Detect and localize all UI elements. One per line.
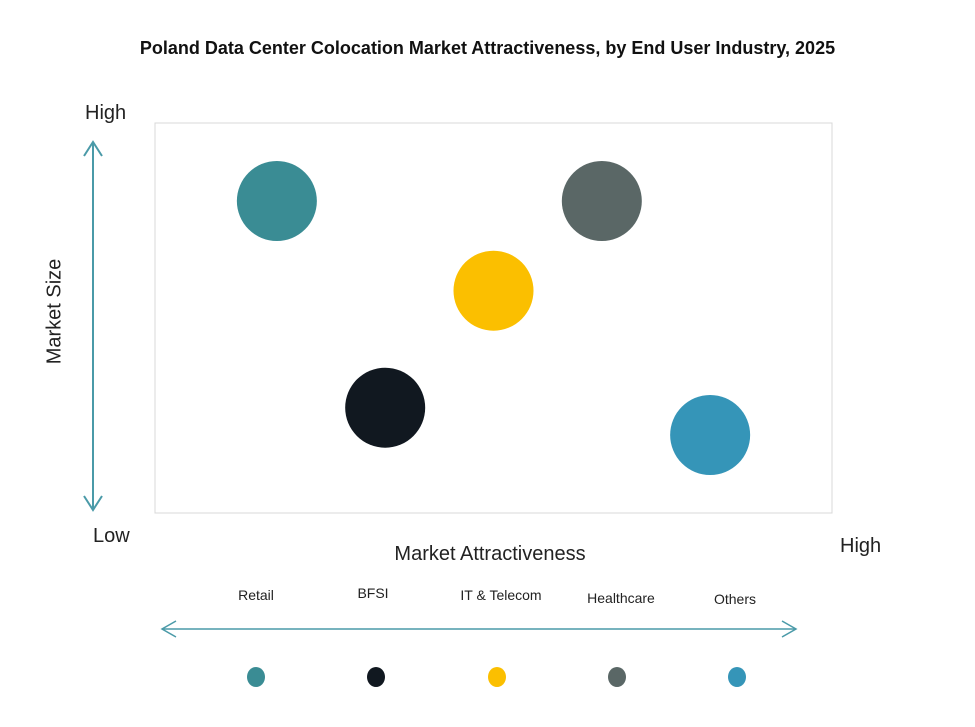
- legend-label-retail: Retail: [238, 587, 274, 603]
- bubble-healthcare: [561, 161, 642, 241]
- legend-dot-bfsi: [367, 667, 385, 687]
- bubble-others: [670, 395, 751, 475]
- x-high-label: High: [840, 535, 882, 557]
- legend-dot-healthcare: [608, 667, 626, 687]
- plot-area: [154, 122, 833, 514]
- x-axis-label: Market Attractiveness: [394, 543, 586, 565]
- legend-dot-it-telecom: [488, 667, 506, 687]
- legend-label-healthcare: Healthcare: [587, 590, 655, 606]
- x-low-label: Low: [93, 525, 130, 547]
- y-high-label: High: [85, 102, 127, 124]
- y-axis-arrow: [83, 140, 103, 512]
- chart-title: Poland Data Center Colocation Market Att…: [139, 38, 836, 58]
- legend-dot-others: [728, 667, 746, 687]
- bubble-it-telecom: [453, 250, 534, 331]
- legend-label-bfsi: BFSI: [357, 585, 389, 601]
- legend-label-others: Others: [713, 591, 756, 607]
- legend-arrow: [160, 620, 798, 638]
- legend-dot-retail: [247, 667, 265, 687]
- bubble-retail: [236, 161, 317, 241]
- legend-label-it-telecom: IT & Telecom: [460, 587, 542, 603]
- bubble-bfsi: [345, 367, 426, 448]
